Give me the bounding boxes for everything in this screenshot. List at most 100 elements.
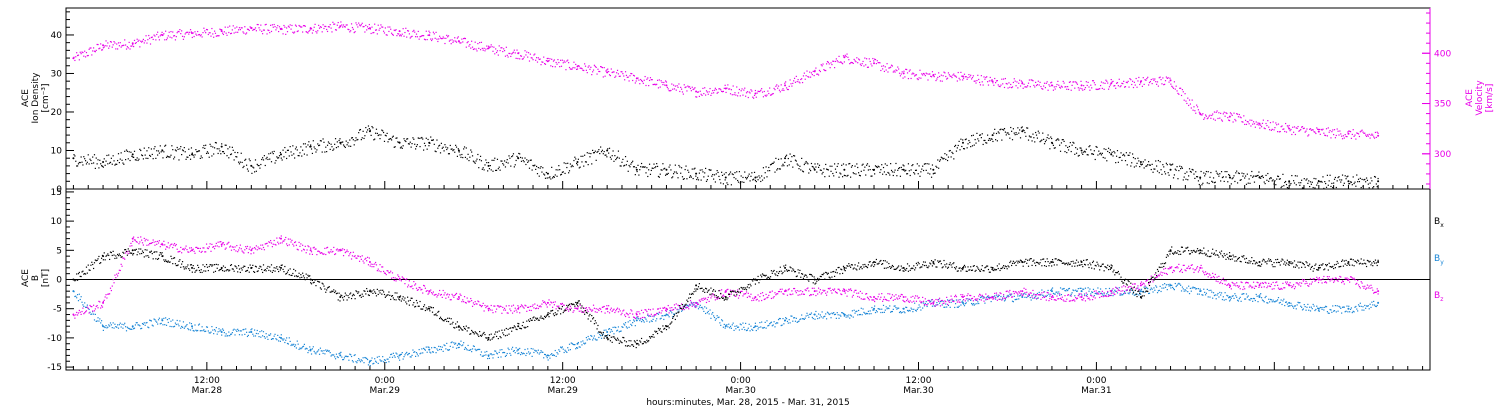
- by-series-sample: [209, 332, 211, 334]
- velocity-series-sample: [1025, 86, 1027, 88]
- velocity-series-sample: [765, 95, 767, 97]
- density-series-sample: [1152, 171, 1154, 173]
- density-series-sample: [506, 159, 508, 161]
- density-series-sample: [504, 166, 507, 168]
- by-series-sample: [189, 322, 191, 324]
- density-series-sample: [398, 141, 401, 143]
- density-series-sample: [661, 169, 663, 171]
- by-series-sample: [86, 304, 88, 306]
- density-series-sample: [561, 171, 563, 173]
- by-series-sample: [848, 314, 850, 316]
- by-series-sample: [142, 323, 144, 325]
- by-series-sample: [1011, 293, 1013, 295]
- by-series-sample: [554, 349, 556, 352]
- density-series-sample: [486, 162, 488, 164]
- by-series-sample: [742, 322, 744, 324]
- by-series-sample: [746, 329, 749, 331]
- by-series-sample: [333, 354, 335, 356]
- velocity-series-sample: [1157, 85, 1159, 87]
- by-series-sample: [1016, 298, 1018, 300]
- velocity-series-sample: [896, 70, 898, 72]
- bz-series-sample: [120, 263, 122, 265]
- by-series-sample: [1277, 296, 1280, 299]
- velocity-series-sample: [659, 86, 661, 88]
- velocity-series-sample: [1040, 85, 1042, 88]
- by-series-sample: [318, 353, 321, 355]
- velocity-series-sample: [492, 50, 494, 52]
- density-series-sample: [952, 152, 954, 155]
- velocity-series-sample: [745, 95, 747, 97]
- by-series-sample: [281, 338, 283, 340]
- by-series-sample: [1002, 298, 1004, 300]
- velocity-series-sample: [1324, 134, 1326, 136]
- by-series-sample: [1368, 308, 1370, 310]
- velocity-series-sample: [787, 88, 789, 91]
- velocity-series-sample: [1038, 84, 1040, 86]
- by-series-sample: [457, 346, 459, 349]
- velocity-series-sample: [311, 32, 314, 34]
- velocity-series-sample: [86, 55, 88, 57]
- velocity-series-sample: [732, 85, 734, 87]
- density-series-sample: [1108, 151, 1111, 154]
- by-series-sample: [539, 351, 541, 354]
- by-series-sample: [821, 311, 823, 313]
- density-series-sample: [286, 149, 289, 151]
- velocity-series-sample: [1275, 122, 1277, 124]
- velocity-series-sample: [225, 32, 227, 34]
- velocity-series-sample: [551, 65, 554, 68]
- density-series-sample: [651, 167, 653, 169]
- by-series-sample: [1204, 291, 1206, 293]
- velocity-series-sample: [83, 55, 85, 57]
- velocity-series-sample: [798, 81, 800, 83]
- velocity-series-sample: [1300, 128, 1302, 131]
- velocity-series-sample: [688, 86, 690, 88]
- density-series-sample: [587, 164, 589, 166]
- by-series-sample: [625, 326, 628, 328]
- by-series-sample: [552, 354, 555, 356]
- velocity-series-sample: [954, 75, 957, 77]
- by-series-sample: [439, 348, 441, 351]
- velocity-series-sample: [760, 89, 762, 91]
- density-series-sample: [1274, 180, 1276, 182]
- by-series-sample: [1217, 292, 1219, 295]
- by-series-sample: [874, 311, 877, 314]
- velocity-series-sample: [1230, 113, 1232, 115]
- density-series-sample: [669, 164, 671, 166]
- by-series-sample: [707, 310, 709, 313]
- velocity-series-sample: [274, 26, 276, 28]
- velocity-series-sample: [1019, 85, 1022, 87]
- by-series-sample: [407, 354, 409, 356]
- by-series-sample: [111, 327, 113, 329]
- by-series-sample: [290, 344, 292, 347]
- by-series-sample: [409, 356, 411, 358]
- velocity-series-sample: [568, 66, 571, 69]
- velocity-series-sample: [465, 46, 467, 48]
- density-series-sample: [468, 159, 470, 162]
- density-series-sample: [484, 164, 486, 166]
- by-series-sample: [537, 349, 539, 351]
- velocity-series-sample: [523, 56, 525, 58]
- velocity-series-sample: [96, 43, 98, 46]
- by-series-sample: [1252, 300, 1254, 302]
- velocity-series-sample: [1020, 80, 1022, 82]
- density-series-sample: [1011, 130, 1013, 132]
- by-series-sample: [549, 357, 551, 359]
- velocity-series-sample: [393, 29, 395, 31]
- velocity-series-sample: [733, 94, 735, 96]
- velocity-series-sample: [303, 25, 306, 27]
- bz-series-sample: [86, 306, 88, 308]
- velocity-series-sample: [625, 74, 628, 76]
- velocity-series-sample: [1366, 134, 1369, 136]
- velocity-series-sample: [253, 28, 256, 31]
- density-series-sample: [589, 156, 591, 158]
- velocity-series-sample: [171, 37, 173, 39]
- density-series-sample: [480, 160, 483, 162]
- velocity-series-sample: [424, 39, 426, 41]
- velocity-series-sample: [1260, 126, 1263, 128]
- velocity-series-sample: [213, 30, 216, 32]
- by-series-sample: [479, 354, 482, 356]
- by-series-sample: [627, 321, 629, 323]
- velocity-series-sample: [1101, 87, 1103, 90]
- density-series-sample: [976, 132, 978, 134]
- velocity-series-sample: [402, 28, 404, 30]
